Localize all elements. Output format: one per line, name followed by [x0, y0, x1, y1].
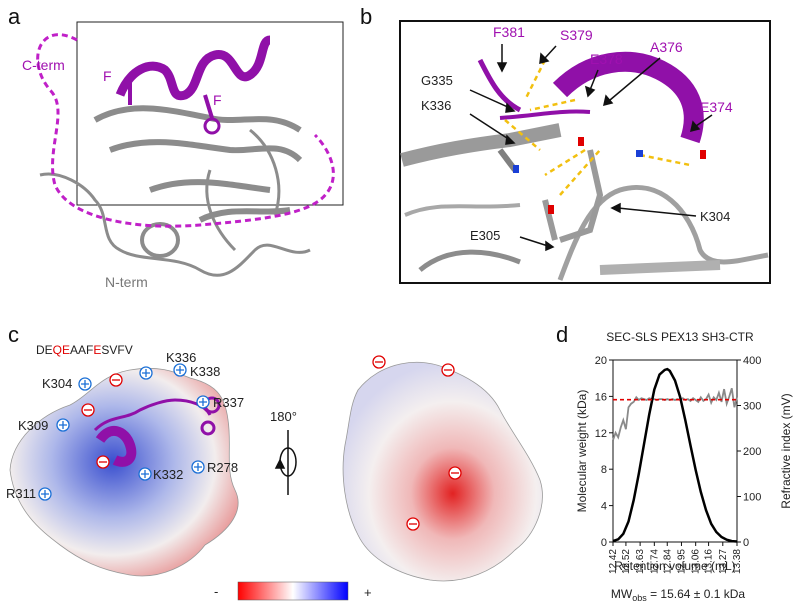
- y2-tick-label: 400: [743, 355, 761, 367]
- chart-title: SEC-SLS PEX13 SH3-CTR: [606, 330, 754, 344]
- refractive-index-line: [612, 367, 738, 543]
- y2-axis-label: Refractive index (mV): [779, 393, 793, 508]
- rotate-180-icon: [274, 430, 297, 495]
- y2-tick-label: 200: [743, 446, 761, 458]
- label-G335: G335: [421, 73, 453, 88]
- seq-segment: AAF: [70, 343, 93, 357]
- label-K304: K304: [42, 376, 72, 391]
- y-tick-label: 8: [601, 464, 607, 476]
- x-tick-label: 13.38: [732, 549, 743, 574]
- seq-segment: SVFV: [101, 343, 132, 357]
- molecular-weight-line: [612, 387, 738, 441]
- label-E378: E378: [590, 51, 623, 67]
- seq-segment: DE: [36, 343, 53, 357]
- y-tick-label: 4: [601, 501, 607, 513]
- panel-c-letter: c: [8, 322, 19, 347]
- label-E374: E374: [700, 99, 733, 115]
- x-tick-label: 12.63: [635, 549, 646, 574]
- y-tick-label: 12: [595, 428, 607, 440]
- y-tick-label: 0: [601, 537, 607, 549]
- cterm-dashed-path: [36, 33, 335, 228]
- label-S379: S379: [560, 27, 593, 43]
- label-cterm: C-term: [22, 57, 65, 73]
- surface-front-peptide: [93, 396, 221, 467]
- protein-cartoon: [39, 105, 311, 277]
- surface-back: [342, 361, 543, 582]
- x-tick-label: 12.52: [621, 549, 632, 574]
- y2-tick-label: 100: [743, 492, 761, 504]
- label-R337: R337: [213, 395, 244, 410]
- y2-tick-label: 0: [743, 537, 749, 549]
- electrostatic-scale-bar: [237, 581, 349, 601]
- seq-segment: E: [93, 343, 101, 357]
- rotation-label: 180°: [270, 409, 297, 424]
- label-f1: F: [103, 68, 112, 84]
- label-R311: R311: [6, 486, 36, 501]
- mw-prefix: MW: [611, 587, 633, 601]
- panel-d: d SEC-SLS PEX13 SH3-CTR 0481216200100200…: [556, 322, 793, 603]
- x-tick-label: 12.84: [662, 549, 673, 574]
- plot-frame: [612, 359, 738, 543]
- label-E305: E305: [470, 228, 500, 243]
- scale-max-label: +: [364, 585, 372, 600]
- hbonds: [504, 59, 691, 196]
- label-K338: K338: [190, 364, 220, 379]
- panel-b-arrows: [469, 44, 713, 252]
- atoms: [513, 137, 706, 214]
- label-K336: K336: [166, 350, 196, 365]
- label-K336: K336: [421, 98, 451, 113]
- mw-observed: MWobs = 15.64 ± 0.1 kDa: [611, 587, 745, 603]
- surface-residue-labels: K336 K338 K304 R337 K309 K332 R278 R311: [6, 350, 244, 501]
- label-R278: R278: [207, 460, 238, 475]
- peptide-helix: [115, 35, 272, 135]
- panel-b-labels: F381 S379 E378 A376 E374 G335 K336 K304 …: [421, 24, 733, 243]
- y-tick-label: 16: [595, 391, 607, 403]
- x-tick-label: 12.42: [608, 549, 619, 574]
- panel-a-letter: a: [8, 4, 21, 29]
- label-F381: F381: [493, 24, 525, 40]
- label-K304: K304: [700, 209, 730, 224]
- panel-a: a C-term F F N-term: [8, 4, 344, 290]
- panel-c: c DEQEAAFESVFV: [6, 322, 543, 601]
- mw-subscript: obs: [632, 593, 647, 603]
- y-axis-label: Molecular weight (kDa): [575, 390, 589, 513]
- label-K332: K332: [153, 467, 183, 482]
- x-axis-label: Retention volume (mL): [614, 559, 735, 573]
- y-tick-label: 20: [595, 355, 607, 367]
- label-K309: K309: [18, 418, 48, 433]
- panel-b-cartoon: [400, 51, 769, 281]
- y2-tick-label: 300: [743, 401, 761, 413]
- seq-segment: QE: [53, 343, 70, 357]
- panel-b-letter: b: [360, 4, 372, 29]
- x-tick-label: 13.06: [691, 549, 702, 574]
- x-tick-label: 13.16: [704, 549, 715, 574]
- panel-d-letter: d: [556, 322, 568, 347]
- charge-markers: [38, 355, 462, 531]
- peptide-sequence: DEQEAAFESVFV: [36, 343, 133, 357]
- x-tick-label: 12.95: [676, 549, 687, 574]
- panel-b: b: [360, 4, 771, 284]
- label-nterm: N-term: [105, 274, 148, 290]
- mw-value: = 15.64 ± 0.1 kDa: [647, 587, 746, 601]
- scale-min-label: -: [214, 584, 218, 599]
- x-tick-label: 13.27: [718, 549, 729, 574]
- label-f2: F: [213, 92, 222, 108]
- label-A376: A376: [650, 39, 683, 55]
- x-tick-label: 12.74: [649, 549, 660, 574]
